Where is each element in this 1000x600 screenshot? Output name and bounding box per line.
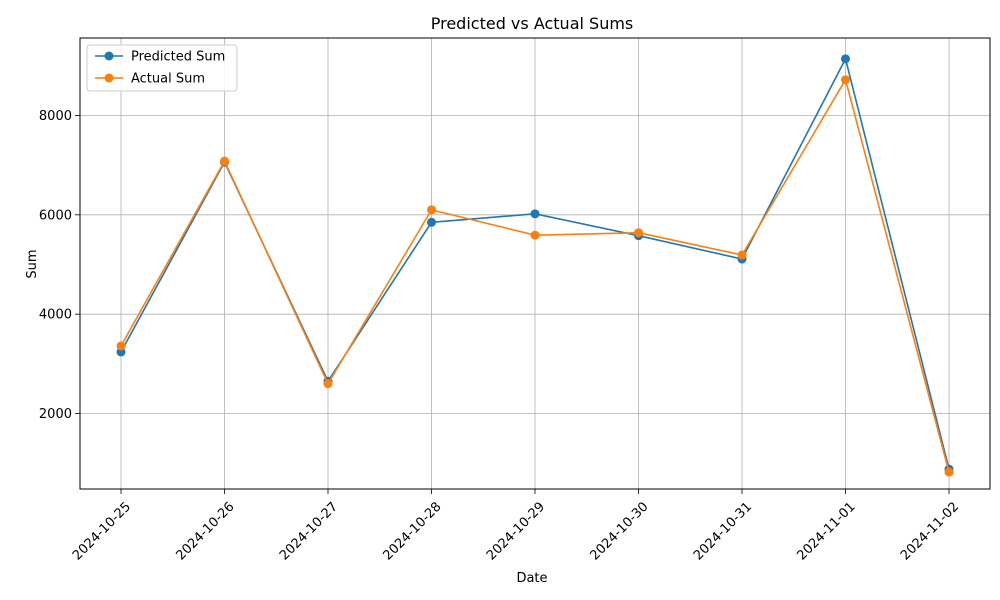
data-point: [220, 156, 229, 166]
y-axis-title: Sum: [25, 249, 40, 278]
y-axis-ticks: 2000 4000 6000 8000: [39, 109, 80, 422]
data-point: [116, 341, 126, 351]
y-tick-label: 2000: [39, 407, 72, 422]
x-axis-title: Date: [516, 571, 547, 586]
data-point: [427, 217, 436, 227]
chart-title: Predicted vs Actual Sums: [431, 14, 634, 33]
data-point: [841, 54, 850, 64]
legend-label: Predicted Sum: [131, 50, 225, 65]
data-point: [737, 250, 747, 260]
data-point: [530, 209, 540, 219]
data-point: [323, 379, 333, 389]
series-lines: [116, 54, 954, 477]
legend-swatch-marker: [104, 51, 114, 61]
data-point: [841, 75, 850, 85]
grid: [80, 38, 990, 489]
legend-swatch-marker: [104, 73, 114, 83]
legend-box: [86, 44, 238, 92]
y-tick-label: 8000: [39, 109, 72, 124]
data-point: [634, 228, 643, 238]
legend-label: Actual Sum: [131, 72, 205, 87]
y-tick-label: 4000: [39, 308, 72, 323]
y-tick-label: 6000: [39, 208, 72, 223]
data-point: [944, 467, 954, 477]
data-point: [530, 230, 540, 240]
data-point: [427, 205, 436, 215]
legend: Predicted Sum Actual Sum: [86, 44, 238, 92]
series-actual-sum: [116, 75, 954, 477]
